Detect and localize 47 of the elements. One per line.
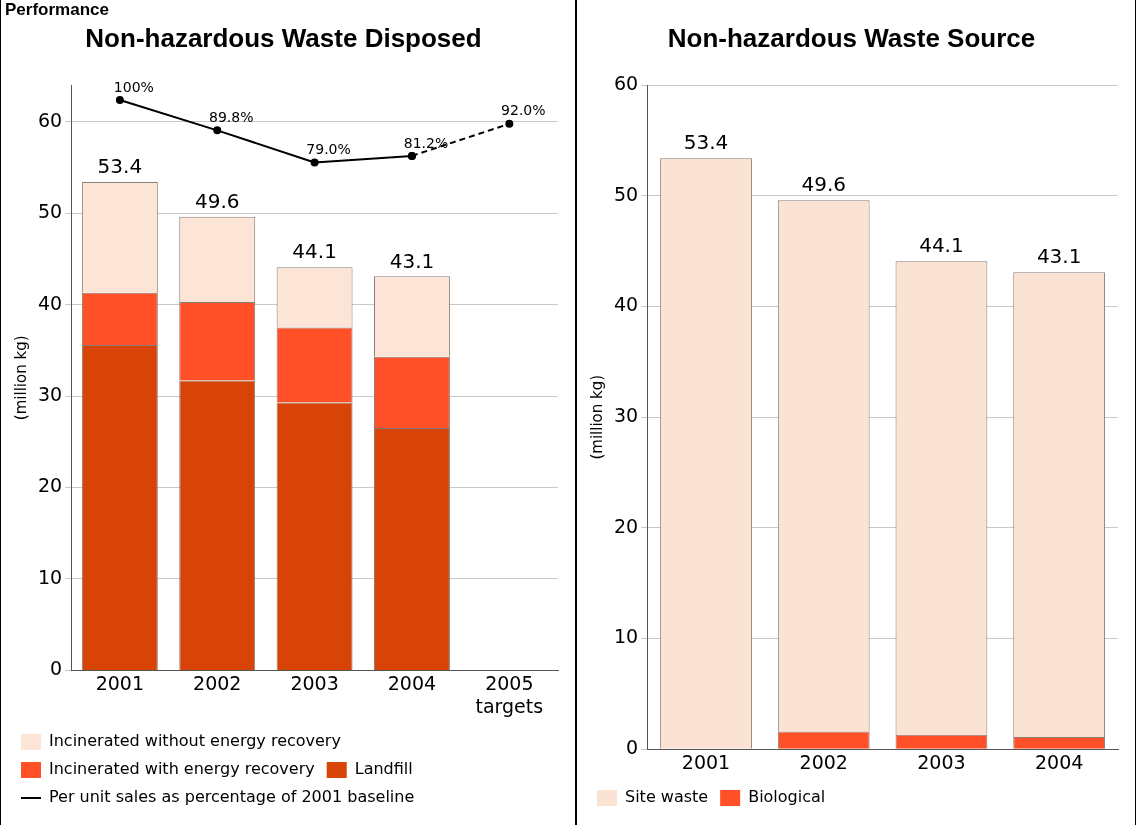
data-label: 81.2% [403,134,449,151]
y-axis-title: (million kg) [11,335,30,421]
chart-title: Non-hazardous Waste Disposed [85,22,482,53]
data-label: 92.0% [501,102,546,119]
total-label: 53.4 [683,130,729,155]
legend-label: Per unit sales as percentage of 2001 baseline [49,787,415,807]
data-label: 100% [113,78,154,95]
total-label: 43.1 [1036,244,1082,269]
y-tick-label: 10 [613,625,639,648]
x-tick-label: 2001 [95,671,145,694]
legend-label: Site waste [624,787,709,807]
x-tick-label: 2002 [799,750,848,773]
y-tick-label: 20 [37,474,63,497]
x-tick-label: 2003 [917,750,966,773]
y-tick-label: 60 [613,72,639,95]
y-tick-label: 40 [37,291,63,314]
y-tick-label: 30 [613,404,639,427]
total-label: 53.4 [97,154,143,179]
total-label: 49.6 [194,189,240,214]
legend-label: Incinerated with energy recovery [49,759,315,779]
total-label: 44.1 [292,239,337,264]
legend-label: Incinerated without energy recovery [49,731,341,751]
y-tick-label: 30 [37,383,63,406]
x-tick-label: 2001 [681,750,731,773]
x-tick-label: 2004 [1034,750,1084,773]
y-tick-label: 0 [50,657,63,680]
data-label: 89.8% [208,108,254,125]
total-label: 44.1 [919,233,964,258]
y-tick-label: 40 [613,293,639,316]
total-label: 43.1 [389,248,435,273]
x-tick-label: 2004 [387,671,437,694]
y-tick-label: 50 [37,200,63,223]
y-tick-label: 60 [37,108,63,131]
chart-title: Non-hazardous Waste Source [667,22,1036,53]
y-tick-label: 20 [613,514,639,537]
data-label: 79.0% [306,141,351,158]
y-tick-label: 50 [613,182,639,205]
legend-label: Biological [748,787,826,807]
x-tick-label: 2002 [193,671,242,694]
text: Performance [4,0,110,20]
y-tick-label: 10 [37,565,63,588]
x-tick-label: 2005 targets [475,671,544,717]
y-tick-label: 0 [626,736,639,759]
total-label: 49.6 [801,172,846,197]
y-axis-title: (million kg) [587,374,606,460]
x-tick-label: 2003 [290,671,339,694]
legend-label: Landfill [354,759,413,779]
